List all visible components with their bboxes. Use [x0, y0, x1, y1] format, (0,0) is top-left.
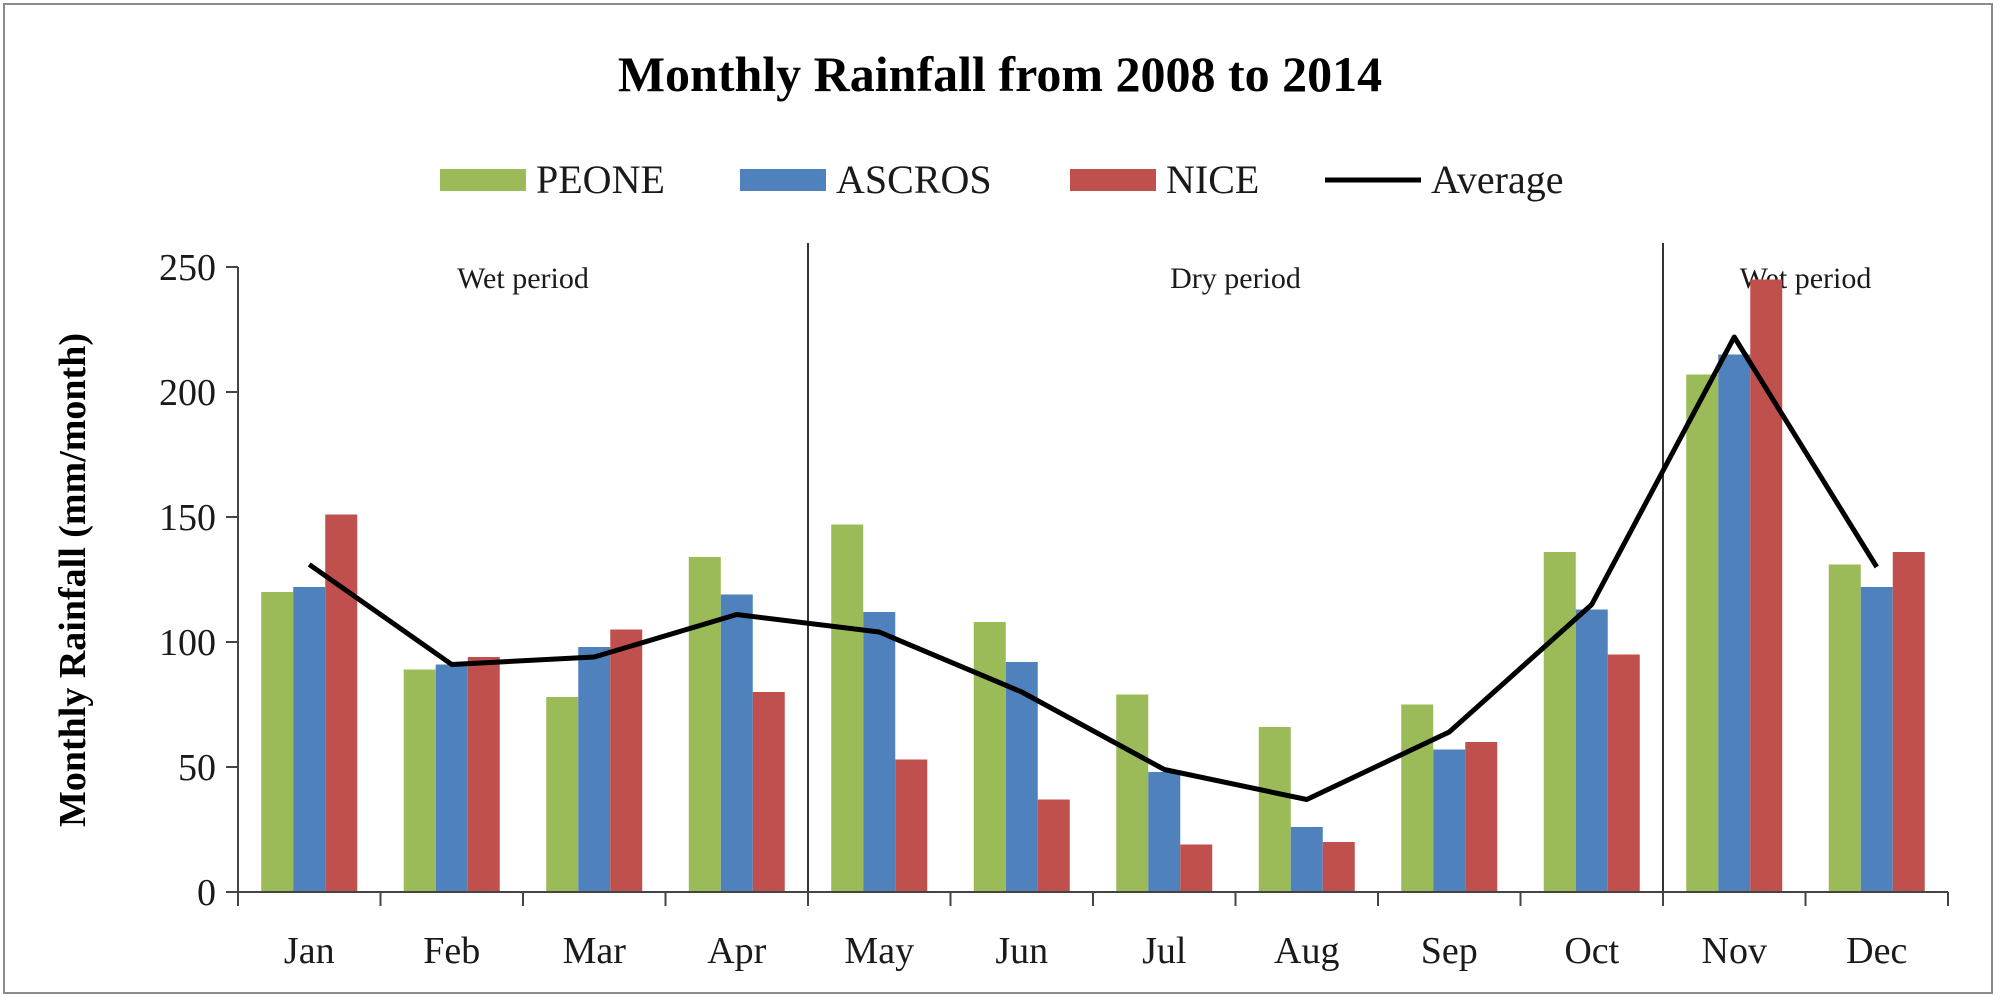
- x-tick-label-may: May: [844, 930, 914, 972]
- y-tick-label: 150: [159, 497, 216, 539]
- x-tick-label-dec: Dec: [1846, 930, 1907, 972]
- bar-nice-jun: [1037, 799, 1070, 892]
- y-axis-label: Monthly Rainfall (mm/month): [52, 333, 94, 827]
- bar-nice-sep: [1465, 742, 1498, 892]
- legend-swatch-ascros: [740, 169, 826, 191]
- period-dividers: [807, 243, 1664, 905]
- bar-nice-jul: [1180, 844, 1213, 892]
- bar-peone-oct: [1543, 552, 1576, 892]
- x-tick-label-sep: Sep: [1421, 930, 1478, 972]
- period-label-1: Wet period: [457, 262, 589, 295]
- bar-peone-nov: [1686, 374, 1719, 892]
- legend-swatch-peone: [440, 169, 526, 191]
- y-tick-label: 100: [159, 622, 216, 664]
- bar-nice-jan: [325, 514, 358, 892]
- average-line: [307, 334, 1879, 802]
- x-tick-label-nov: Nov: [1702, 930, 1767, 972]
- line-average: [307, 334, 1879, 802]
- x-ticks: Jan Feb Mar Apr May Jun Jul Aug Sep Oct Nov Dec: [237, 892, 1949, 972]
- bar-nice-dec: [1892, 552, 1925, 892]
- bar-ascros-jan: [293, 587, 326, 892]
- bar-peone-dec: [1828, 564, 1861, 892]
- bar-ascros-apr: [720, 594, 753, 892]
- bar-ascros-feb: [435, 664, 468, 892]
- bar-ascros-may: [863, 612, 896, 892]
- bar-ascros-mar: [578, 647, 611, 892]
- bar-ascros-jul: [1148, 772, 1181, 892]
- y-tick-label: 50: [178, 747, 216, 789]
- legend-swatch-nice: [1070, 169, 1156, 191]
- bar-peone-jul: [1116, 694, 1149, 892]
- legend-label-average: Average: [1431, 157, 1564, 202]
- chart-title: Monthly Rainfall from 2008 to 2014: [618, 46, 1382, 102]
- bar-peone-jan: [261, 592, 294, 892]
- bar-nice-aug: [1322, 842, 1355, 892]
- y-tick-label: 0: [197, 872, 216, 914]
- bar-ascros-oct: [1575, 609, 1608, 892]
- x-tick-label-oct: Oct: [1564, 930, 1619, 972]
- bar-ascros-sep: [1433, 749, 1466, 892]
- legend-label-nice: NICE: [1166, 157, 1259, 202]
- x-tick-label-aug: Aug: [1274, 930, 1339, 972]
- bar-nice-nov: [1750, 279, 1783, 892]
- bar-peone-sep: [1401, 704, 1434, 892]
- bar-ascros-aug: [1290, 827, 1323, 892]
- bar-peone-may: [831, 524, 864, 892]
- period-annotations: Wet period Dry period Wet period: [457, 262, 1871, 295]
- bar-nice-oct: [1607, 654, 1640, 892]
- bar-peone-apr: [688, 557, 721, 892]
- bars: [261, 279, 1925, 892]
- x-tick-label-jul: Jul: [1142, 930, 1186, 972]
- x-tick-label-jan: Jan: [284, 930, 335, 972]
- period-label-2: Dry period: [1170, 262, 1301, 295]
- bar-peone-jun: [973, 622, 1006, 892]
- y-ticks: 0 50 100 150 200 250: [159, 247, 238, 914]
- legend-label-peone: PEONE: [536, 157, 665, 202]
- y-tick-label: 200: [159, 372, 216, 414]
- bar-ascros-dec: [1860, 587, 1893, 892]
- x-tick-label-jun: Jun: [995, 930, 1048, 972]
- bar-nice-mar: [610, 629, 643, 892]
- legend: PEONE ASCROS NICE Average: [440, 157, 1564, 202]
- bar-peone-mar: [546, 697, 579, 892]
- x-tick-label-feb: Feb: [423, 930, 480, 972]
- monthly-rainfall-chart: Monthly Rainfall from 2008 to 2014 PEONE…: [52, 46, 1949, 972]
- bar-nice-may: [895, 759, 928, 892]
- x-tick-label-mar: Mar: [563, 930, 627, 972]
- bar-peone-feb: [403, 669, 436, 892]
- x-tick-label-apr: Apr: [707, 930, 766, 972]
- bar-nice-feb: [467, 657, 500, 892]
- bar-nice-apr: [752, 692, 785, 892]
- legend-label-ascros: ASCROS: [836, 157, 992, 202]
- y-tick-label: 250: [159, 247, 216, 289]
- bar-peone-aug: [1258, 727, 1291, 892]
- bar-ascros-nov: [1718, 354, 1751, 892]
- chart-frame: Monthly Rainfall from 2008 to 2014 PEONE…: [3, 3, 1993, 994]
